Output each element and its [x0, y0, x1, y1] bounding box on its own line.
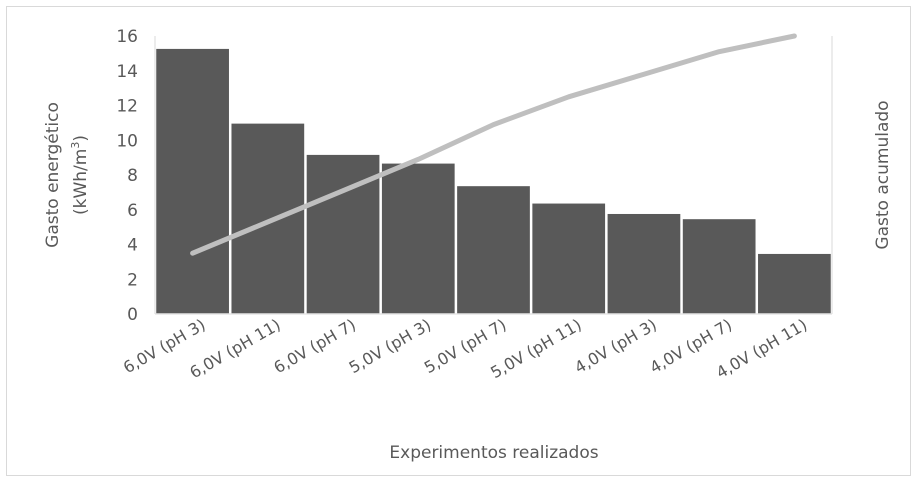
bar — [455, 184, 532, 315]
x-tick-label: 4,0V (pH 3) — [571, 315, 660, 377]
bar — [530, 202, 607, 315]
x-axis-title: Experimentos realizados — [389, 443, 598, 463]
y-axis-unit-prefix: (kWh/m — [71, 149, 91, 215]
y-axis-title: Gasto energético (kWh/m3) — [43, 102, 91, 248]
x-tick-labels: 6,0V (pH 3)6,0V (pH 11)6,0V (pH 7)5,0V (… — [120, 315, 810, 382]
y-axis-title-line2: (kWh/m3) — [69, 135, 91, 215]
bar-group — [154, 47, 833, 315]
y-tick-label: 8 — [127, 166, 138, 186]
bar — [380, 162, 457, 315]
bar — [229, 122, 306, 315]
y-axis-unit-suffix: ) — [71, 135, 91, 142]
y-tick-label: 12 — [116, 97, 138, 117]
y-tick-label: 2 — [127, 270, 138, 290]
y-tick-label: 16 — [116, 27, 138, 47]
y-axis-unit-superscript: 3 — [69, 142, 82, 149]
x-tick-label: 6,0V (pH 7) — [270, 315, 359, 377]
y-axis-title-line1: Gasto energético — [43, 102, 63, 248]
y-tick-label: 6 — [127, 201, 138, 221]
bar — [606, 212, 682, 315]
y-tick-label: 4 — [127, 236, 138, 256]
cumulative-line-layer — [190, 33, 797, 256]
y-tick-label: 10 — [116, 131, 138, 151]
bar — [756, 252, 833, 315]
y-tick-label: 14 — [116, 62, 138, 82]
y2-axis-title: Gasto acumulado — [873, 100, 893, 249]
y-tick-label: 0 — [127, 305, 138, 325]
bar — [154, 47, 231, 315]
bar — [681, 217, 758, 315]
y-tick-labels: 0 2 4 6 8 10 12 14 16 — [116, 27, 138, 325]
cumulative-line — [190, 33, 797, 256]
x-tick-label: 5,0V (pH 3) — [346, 315, 435, 377]
